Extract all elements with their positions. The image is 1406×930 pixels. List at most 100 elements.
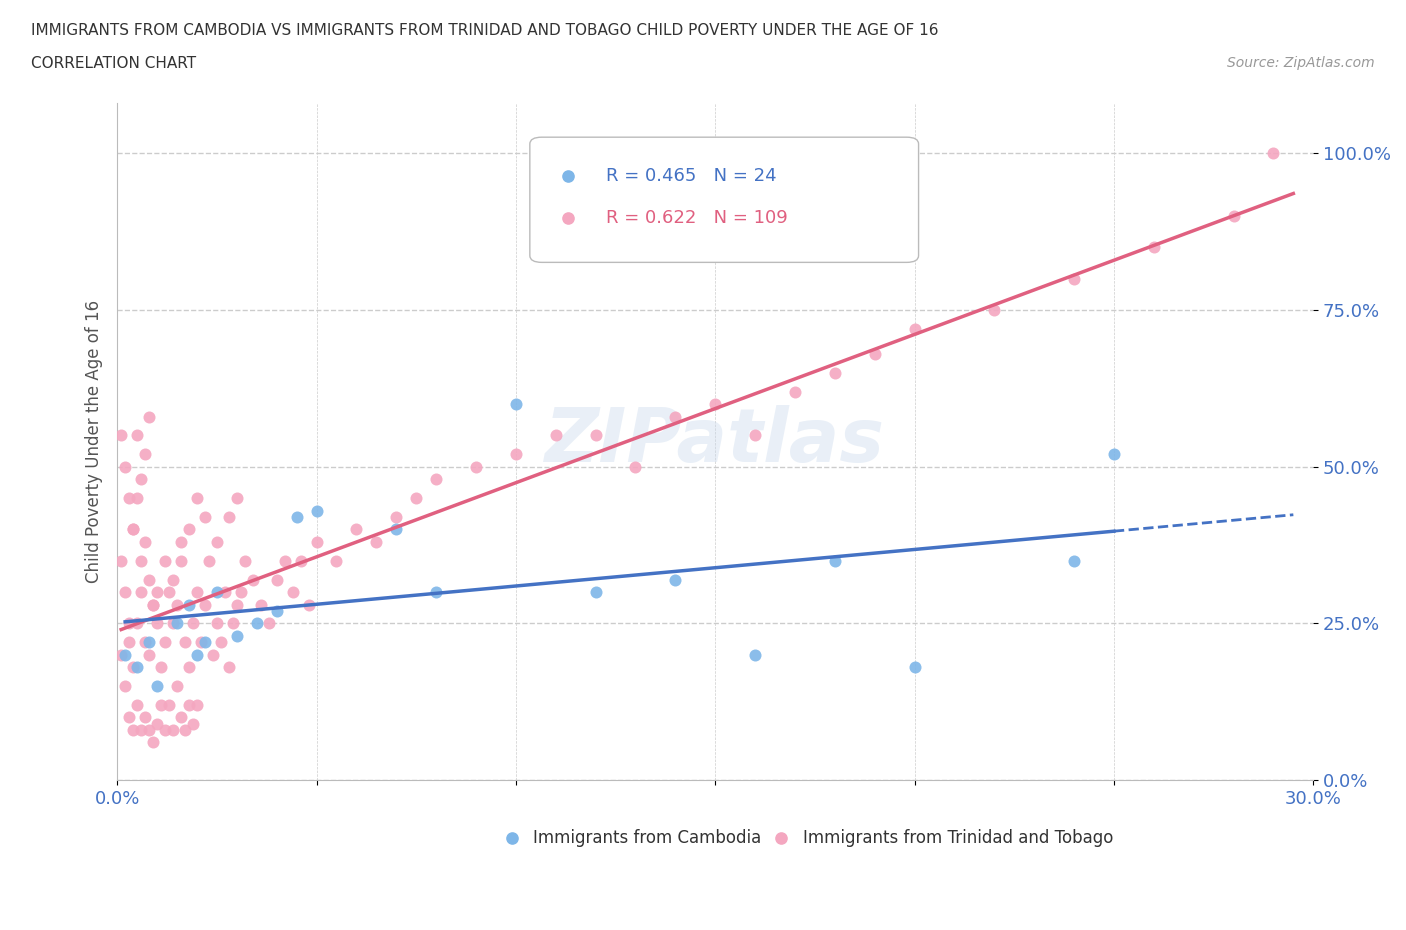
Point [166, 679, 188, 694]
Point [142, 735, 165, 750]
Point [153, 723, 176, 737]
Point [285, 510, 308, 525]
Text: R = 0.465   N = 24: R = 0.465 N = 24 [606, 167, 778, 185]
Point [127, 698, 149, 712]
Point [405, 491, 427, 506]
Point [186, 698, 208, 712]
Point [162, 572, 184, 587]
Point [146, 679, 169, 694]
Point [127, 616, 149, 631]
Point [585, 428, 607, 443]
Point [110, 553, 132, 568]
Point [664, 409, 686, 424]
Point [122, 659, 145, 674]
Point [142, 597, 165, 612]
Point [146, 585, 169, 600]
Point [1102, 446, 1125, 461]
Point [465, 459, 488, 474]
Text: R = 0.622   N = 109: R = 0.622 N = 109 [606, 209, 789, 228]
Point [170, 535, 193, 550]
Point [177, 522, 200, 537]
Point [297, 597, 319, 612]
Point [305, 535, 328, 550]
Point [273, 553, 295, 568]
Point [281, 585, 304, 600]
Point [146, 616, 169, 631]
Point [225, 491, 247, 506]
Point [233, 553, 256, 568]
Point [205, 616, 228, 631]
Point [129, 472, 152, 486]
Point [209, 635, 232, 650]
Point [118, 491, 141, 506]
Point [664, 572, 686, 587]
Point [157, 585, 180, 600]
Point [824, 365, 846, 380]
Point [249, 597, 271, 612]
Point [114, 459, 136, 474]
Point [186, 491, 208, 506]
Text: IMMIGRANTS FROM CAMBODIA VS IMMIGRANTS FROM TRINIDAD AND TOBAGO CHILD POVERTY UN: IMMIGRANTS FROM CAMBODIA VS IMMIGRANTS F… [31, 23, 938, 38]
Point [194, 597, 217, 612]
Point [170, 710, 193, 724]
Point [863, 347, 886, 362]
Point [122, 522, 145, 537]
Point [186, 647, 208, 662]
Point [177, 698, 200, 712]
Point [1222, 208, 1244, 223]
Point [198, 553, 221, 568]
Y-axis label: Child Poverty Under the Age of 16: Child Poverty Under the Age of 16 [86, 300, 103, 583]
Point [266, 604, 288, 618]
Point [129, 723, 152, 737]
Point [166, 616, 188, 631]
Point [205, 535, 228, 550]
Point [290, 553, 312, 568]
Point [585, 585, 607, 600]
Point [118, 710, 141, 724]
Point [138, 635, 160, 650]
Text: Source: ZipAtlas.com: Source: ZipAtlas.com [1227, 56, 1375, 70]
Text: ZIPatlas: ZIPatlas [546, 405, 886, 478]
Point [242, 572, 264, 587]
Text: CORRELATION CHART: CORRELATION CHART [31, 56, 195, 71]
Point [385, 510, 408, 525]
Point [704, 397, 727, 412]
Point [138, 647, 160, 662]
Point [624, 459, 647, 474]
Point [146, 716, 169, 731]
Point [246, 616, 269, 631]
Point [134, 535, 156, 550]
Point [110, 647, 132, 662]
Point [118, 635, 141, 650]
Point [114, 647, 136, 662]
Point [177, 597, 200, 612]
Point [1263, 146, 1285, 161]
Point [129, 553, 152, 568]
Point [983, 302, 1005, 317]
Point [385, 522, 408, 537]
Point [110, 428, 132, 443]
Point [153, 553, 176, 568]
Point [134, 710, 156, 724]
Point [744, 428, 766, 443]
Point [138, 723, 160, 737]
Point [122, 522, 145, 537]
Point [214, 585, 236, 600]
Point [205, 585, 228, 600]
Point [225, 629, 247, 644]
Point [190, 635, 212, 650]
Point [1063, 553, 1085, 568]
Text: Immigrants from Cambodia: Immigrants from Cambodia [533, 829, 762, 846]
Point [194, 510, 217, 525]
Point [157, 698, 180, 712]
Point [129, 585, 152, 600]
Point [229, 585, 252, 600]
Point [127, 659, 149, 674]
Point [266, 572, 288, 587]
Point [201, 647, 224, 662]
Point [181, 616, 204, 631]
Point [366, 535, 388, 550]
Point [186, 585, 208, 600]
Point [174, 635, 197, 650]
Point [903, 659, 925, 674]
